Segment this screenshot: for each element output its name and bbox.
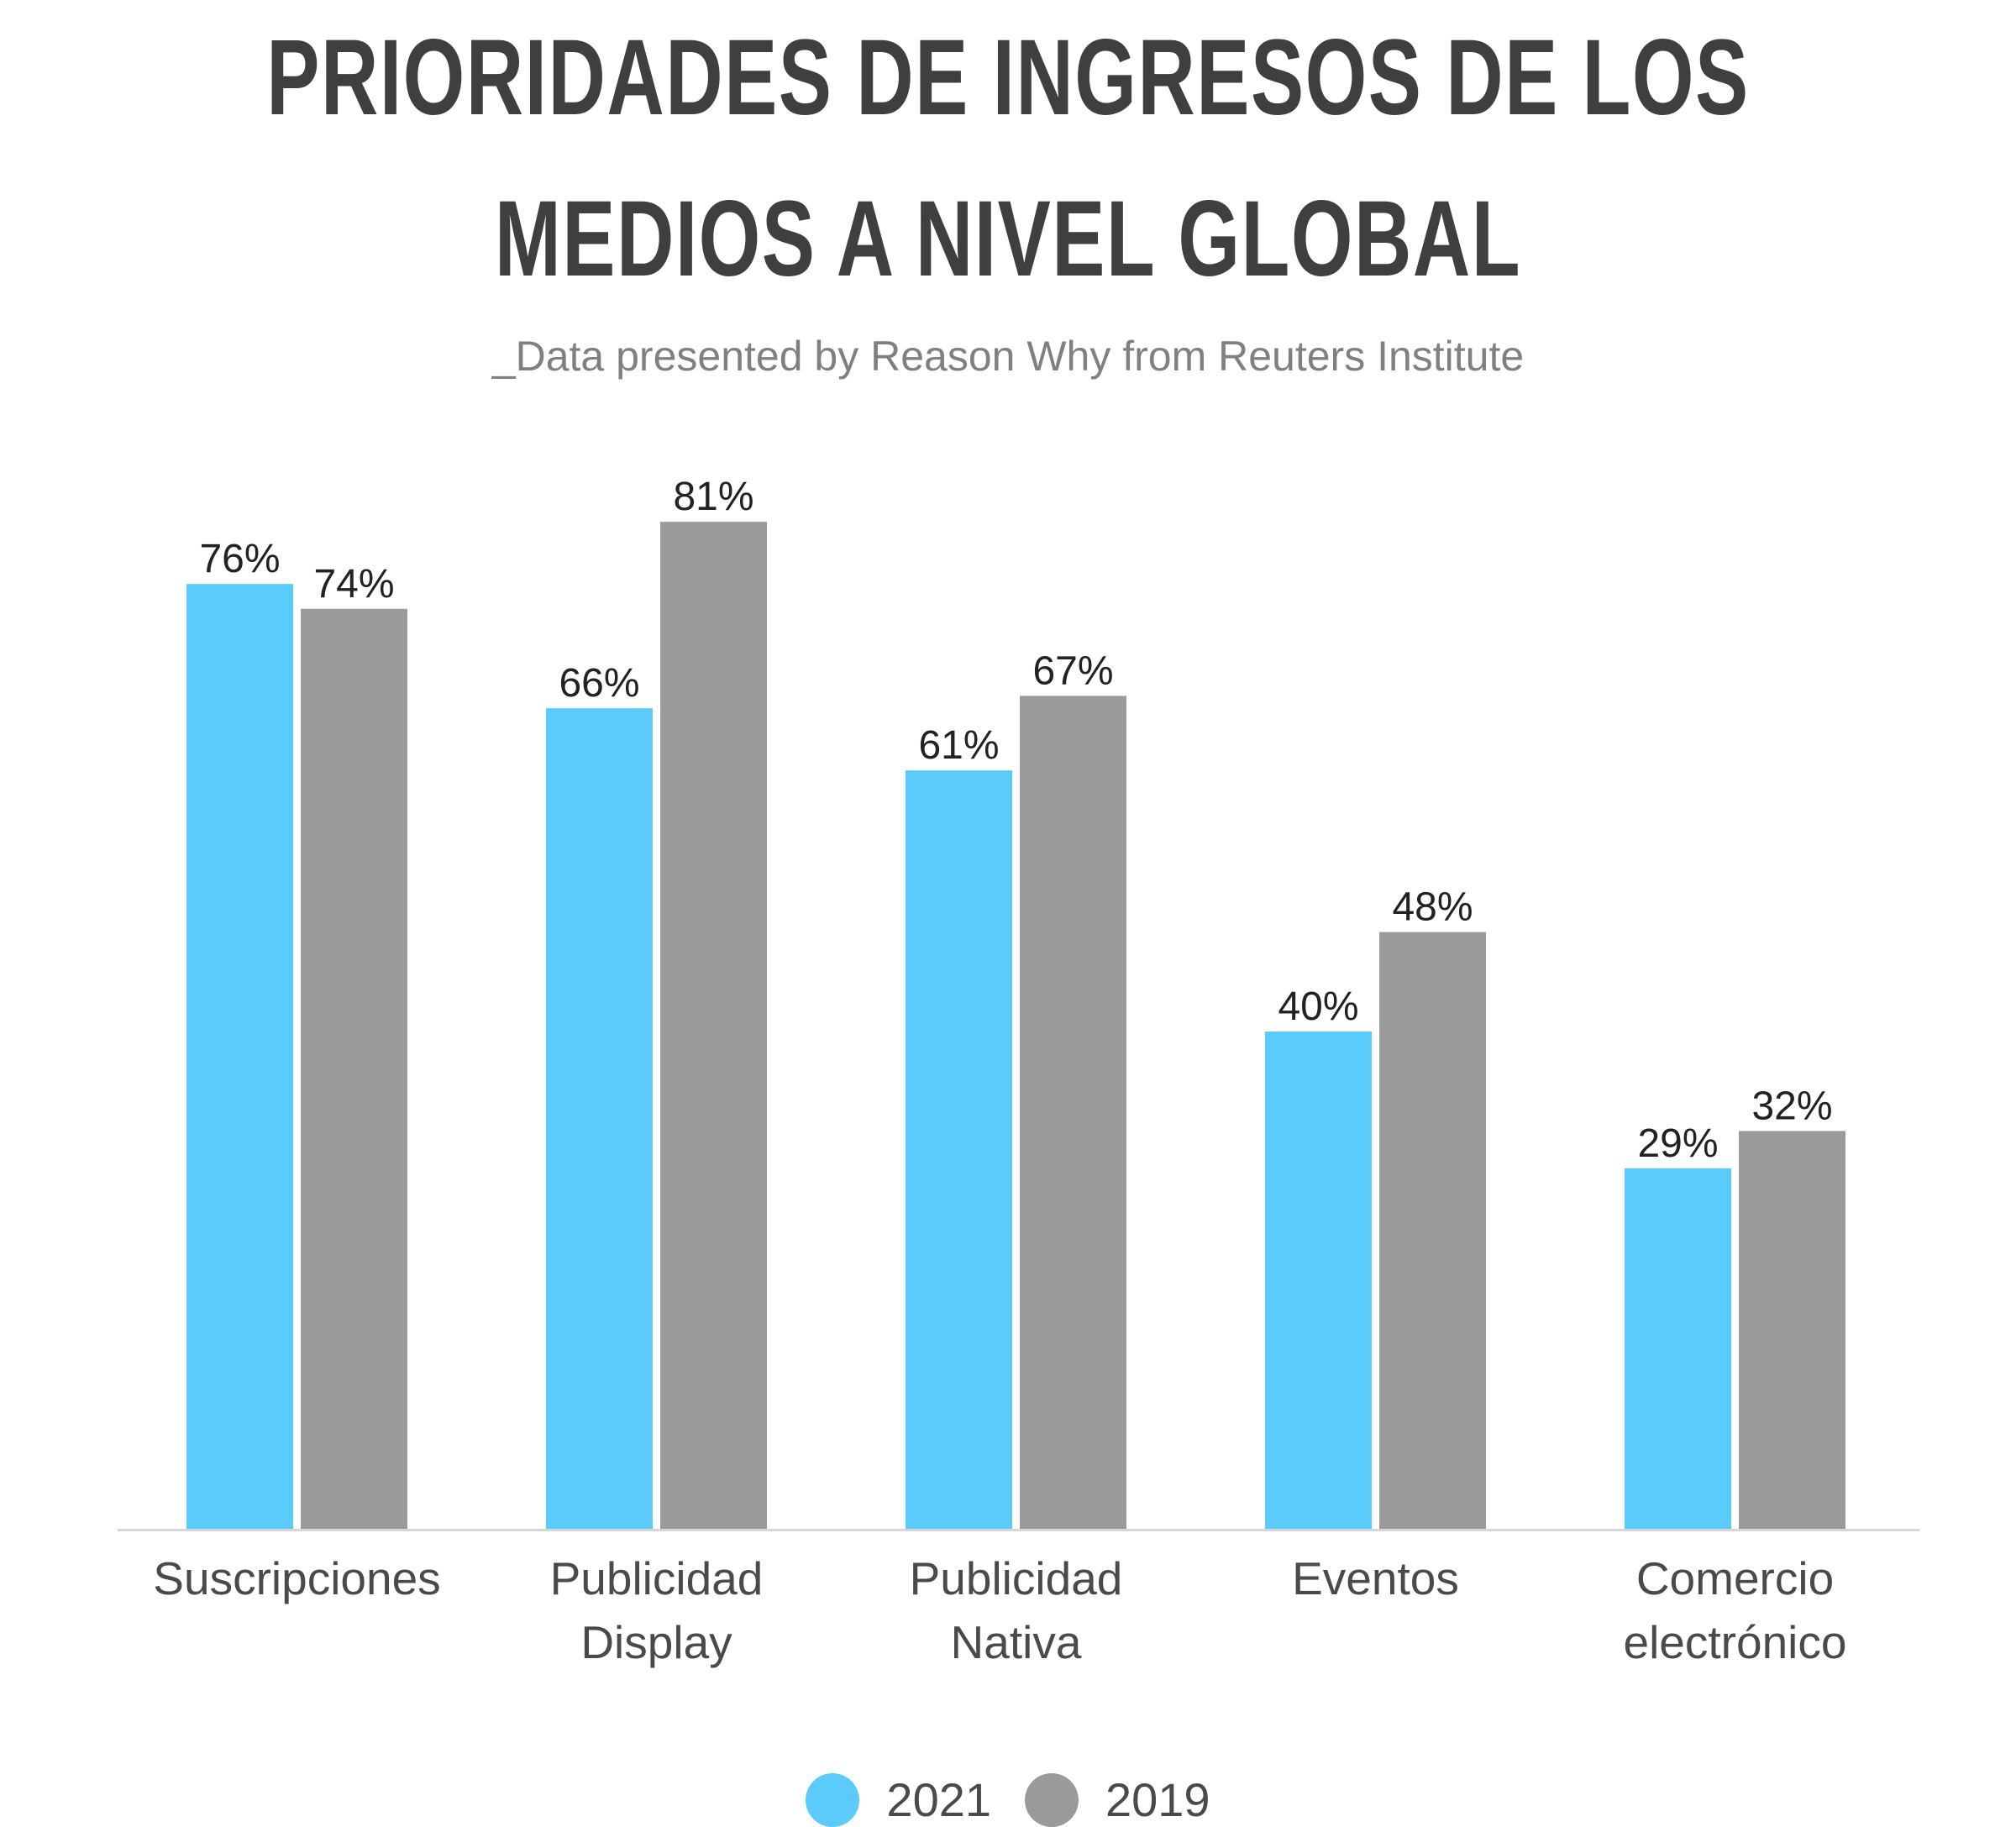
data-label-2021-2: 61% xyxy=(918,723,999,768)
chart-subtitle: _Data presented by Reason Why from Reute… xyxy=(491,333,1525,380)
bar-2019-1 xyxy=(660,522,767,1530)
data-label-2021-0: 76% xyxy=(199,537,280,581)
bar-2021-2 xyxy=(906,770,1012,1529)
legend-item-2019: 2019 xyxy=(1025,1772,1210,1827)
bar-2019-4 xyxy=(1739,1131,1845,1529)
category-label-2-0: Publicidad xyxy=(910,1552,1123,1604)
data-label-2019-1: 81% xyxy=(673,475,753,519)
bar-2021-0 xyxy=(186,584,293,1530)
chart-title-line-2: MEDIOS A NIVEL GLOBAL xyxy=(494,179,1522,299)
data-label-2019-3: 48% xyxy=(1392,885,1473,930)
legend-swatch-2019 xyxy=(1025,1772,1079,1827)
legend-label-2021: 2021 xyxy=(886,1773,991,1826)
category-label-3-0: Eventos xyxy=(1292,1552,1459,1604)
data-label-2021-3: 40% xyxy=(1278,984,1358,1029)
chart-title-line-1: PRIORIDADES DE INGRESOS DE LOS xyxy=(266,18,1750,138)
category-label-2-1: Nativa xyxy=(951,1616,1082,1668)
data-label-2019-4: 32% xyxy=(1751,1084,1832,1128)
data-label-2021-4: 29% xyxy=(1637,1121,1718,1166)
legend-swatch-2021 xyxy=(806,1772,860,1827)
data-label-2019-2: 67% xyxy=(1032,648,1113,693)
category-label-4-1: electrónico xyxy=(1624,1616,1847,1668)
data-label-2021-1: 66% xyxy=(559,661,639,706)
category-label-4-0: Comercio xyxy=(1636,1552,1834,1604)
category-label-0-0: Suscripciones xyxy=(153,1552,440,1604)
category-label-1-1: Display xyxy=(580,1616,732,1668)
legend-item-2021: 2021 xyxy=(806,1772,991,1827)
bar-2019-0 xyxy=(301,608,407,1529)
category-label-1-0: Publicidad xyxy=(550,1552,764,1604)
bar-2021-4 xyxy=(1625,1168,1731,1529)
chart-legend: 2021 2019 xyxy=(0,1772,2016,1827)
data-label-2019-0: 74% xyxy=(313,562,394,606)
bar-2021-1 xyxy=(546,708,653,1529)
legend-label-2019: 2019 xyxy=(1105,1773,1210,1826)
bar-2021-3 xyxy=(1265,1032,1372,1529)
bar-2019-3 xyxy=(1379,932,1486,1529)
bar-2019-2 xyxy=(1020,696,1126,1529)
